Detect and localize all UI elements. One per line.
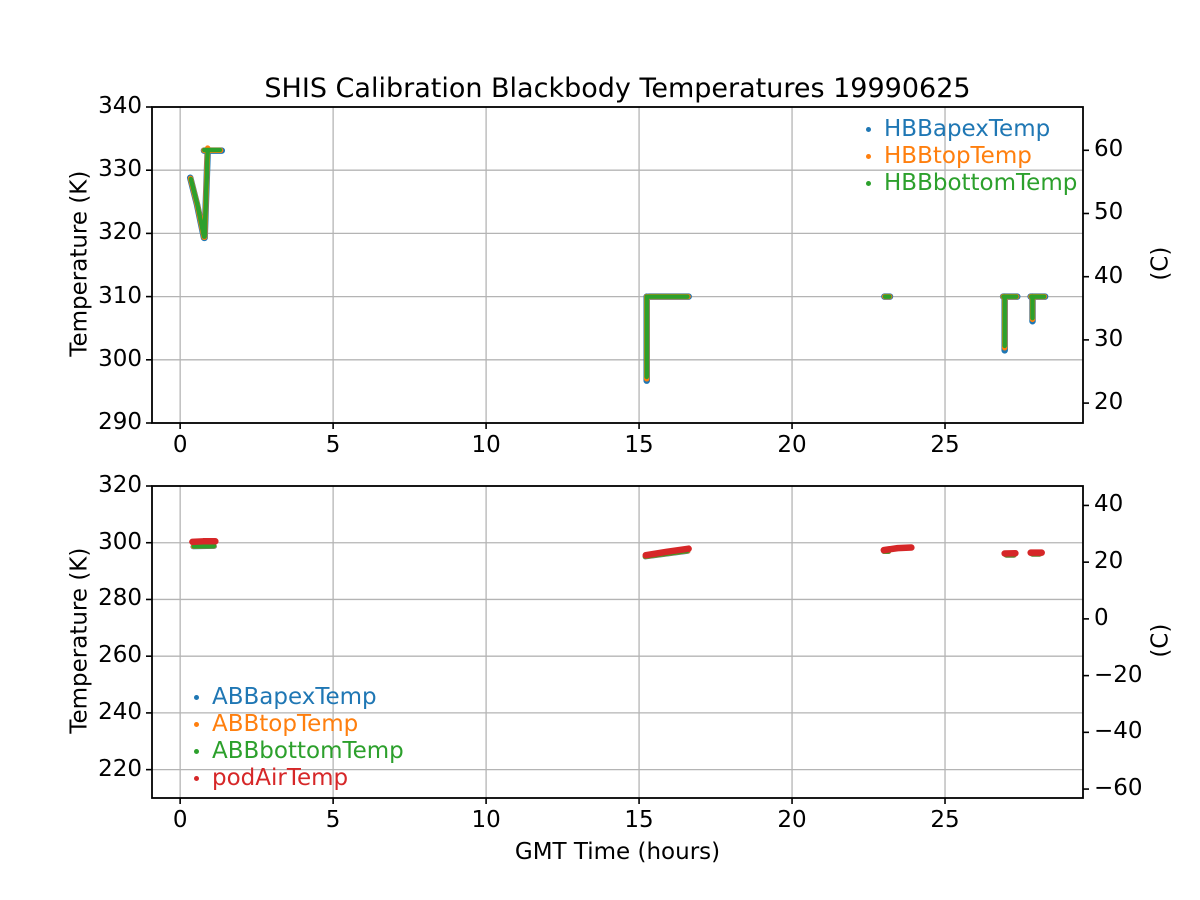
legend-item-HBBbottomTemp: HBBbottomTemp xyxy=(866,170,1077,197)
series-HBBbottomTemp xyxy=(188,176,207,239)
legend-label: HBBapexTemp xyxy=(884,116,1051,142)
top-ytick-right-label: 60 xyxy=(1094,136,1124,163)
series-HBBbottomTemp xyxy=(202,148,210,239)
top-ytick-right-label: 50 xyxy=(1094,199,1124,226)
bottom-axes-frame xyxy=(151,485,1084,799)
legend-item-HBBtopTemp: HBBtopTemp xyxy=(866,143,1077,170)
bottom-ytick-right-label: −20 xyxy=(1094,661,1143,688)
top-xtick-label: 15 xyxy=(624,432,654,458)
bottom-ytick-right-label: −60 xyxy=(1094,775,1143,802)
legend-marker-icon xyxy=(194,776,199,781)
chart-title: SHIS Calibration Blackbody Temperatures … xyxy=(264,73,971,104)
bottom-xtick-label: 15 xyxy=(624,807,654,833)
bottom-ylabel-right: (C) xyxy=(1147,623,1174,658)
legend-item-ABBapexTemp: ABBapexTemp xyxy=(194,684,404,711)
bottom-ytick-right-label: 20 xyxy=(1094,548,1124,575)
legend-item-ABBbottomTemp: ABBbottomTemp xyxy=(194,738,404,765)
legend-label: ABBbottomTemp xyxy=(212,738,404,764)
series-podAirTemp xyxy=(880,544,915,554)
top-xtick-label: 25 xyxy=(930,432,960,458)
legend-label: ABBtopTemp xyxy=(212,711,359,737)
legend-marker-icon xyxy=(194,695,199,700)
top-ytick-right-label: 20 xyxy=(1094,389,1124,416)
top-ytick-left-label: 300 xyxy=(98,345,142,372)
legend-label: HBBtopTemp xyxy=(884,143,1032,169)
legend-item-HBBapexTemp: HBBapexTemp xyxy=(866,116,1077,143)
top-ytick-left-label: 310 xyxy=(98,282,142,309)
top-xtick-label: 10 xyxy=(471,432,501,458)
top-xtick-label: 20 xyxy=(777,432,807,458)
top-ylabel-right: (C) xyxy=(1147,246,1174,281)
bottom-xtick-label: 20 xyxy=(777,807,807,833)
legend-marker-icon xyxy=(866,154,871,159)
series-podAirTemp xyxy=(189,538,219,546)
legend-item-ABBtopTemp: ABBtopTemp xyxy=(194,711,404,738)
bottom-ytick-left-label: 260 xyxy=(98,642,142,669)
legend-label: HBBbottomTemp xyxy=(884,170,1078,196)
bottom-xtick-label: 5 xyxy=(325,807,341,833)
legend-marker-icon xyxy=(866,181,871,186)
top-ytick-left-label: 320 xyxy=(98,219,142,246)
bottom-ytick-left-label: 280 xyxy=(98,585,142,612)
bottom-ytick-left-label: 300 xyxy=(98,528,142,555)
bottom-ytick-left-label: 240 xyxy=(98,698,142,725)
bottom-xtick-label: 10 xyxy=(471,807,501,833)
bottom-ytick-right-label: 0 xyxy=(1094,604,1109,631)
legend-marker-icon xyxy=(194,749,199,754)
bottom-ytick-right-label: −40 xyxy=(1094,718,1143,745)
top-ytick-right-label: 30 xyxy=(1094,325,1124,352)
legend-label: podAirTemp xyxy=(212,765,349,791)
top-ytick-right-label: 40 xyxy=(1094,262,1124,289)
bottom-ytick-right-label: 40 xyxy=(1094,491,1124,518)
top-axes-frame xyxy=(151,106,1084,424)
legend-item-podAirTemp: podAirTemp xyxy=(194,765,404,792)
legend-marker-icon xyxy=(866,127,871,132)
top-ytick-left-label: 330 xyxy=(98,156,142,183)
top-legend: HBBapexTemp HBBtopTemp HBBbottomTemp xyxy=(866,116,1077,197)
top-xtick-label: 5 xyxy=(325,432,341,458)
top-ylabel-left: Temperature (K) xyxy=(66,170,93,357)
legend-marker-icon xyxy=(194,722,199,727)
bottom-ytick-left-label: 320 xyxy=(98,472,142,498)
series-podAirTemp xyxy=(642,545,692,559)
top-xtick-label: 0 xyxy=(172,432,188,458)
top-ytick-left-label: 340 xyxy=(98,93,142,119)
x-axis-label: GMT Time (hours) xyxy=(514,839,721,865)
bottom-xtick-label: 0 xyxy=(172,807,188,833)
top-ytick-left-label: 290 xyxy=(98,409,142,435)
bottom-xtick-label: 25 xyxy=(930,807,960,833)
bottom-ytick-left-label: 220 xyxy=(98,755,142,782)
bottom-legend: ABBapexTemp ABBtopTemp ABBbottomTemp podAir… xyxy=(194,684,404,792)
legend-label: ABBapexTemp xyxy=(212,684,377,710)
